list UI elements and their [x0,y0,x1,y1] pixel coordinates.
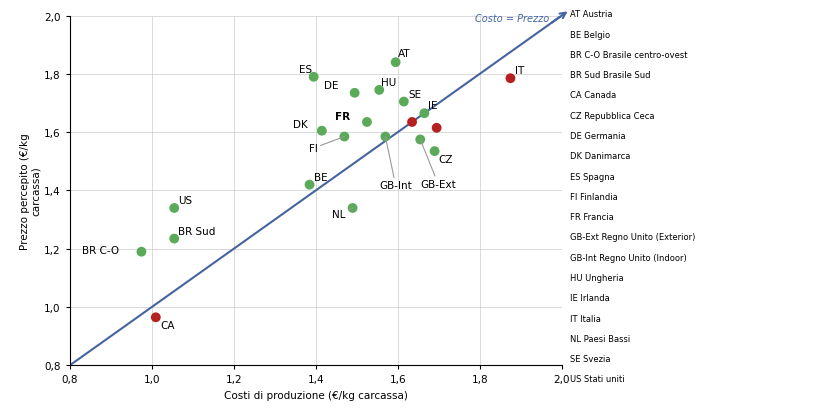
X-axis label: Costi di produzione (€/kg carcassa): Costi di produzione (€/kg carcassa) [224,390,407,400]
Text: CA Canada: CA Canada [569,91,615,100]
Point [306,74,319,81]
Text: CZ: CZ [438,154,453,165]
Y-axis label: Prezzo percepito (€/kg
carcassa): Prezzo percepito (€/kg carcassa) [20,133,41,249]
Point [388,60,401,66]
Point [346,205,359,212]
Point [134,249,147,255]
Text: GB-Ext: GB-Ext [419,140,455,189]
Point [302,182,315,188]
Text: AT Austria: AT Austria [569,10,612,19]
Text: FI Finlandia: FI Finlandia [569,192,617,202]
Text: HU: HU [381,78,396,88]
Text: ES Spagna: ES Spagna [569,172,614,181]
Point [503,76,516,82]
Text: AT: AT [397,49,410,59]
Point [396,99,410,106]
Point [167,236,180,242]
Text: FI: FI [309,137,344,154]
Text: CZ Repubblica Ceca: CZ Repubblica Ceca [569,112,654,121]
Text: GB-Int: GB-Int [378,137,411,191]
Text: FR: FR [335,111,351,121]
Text: IT Italia: IT Italia [569,314,600,323]
Point [347,90,360,97]
Text: BR Sud: BR Sud [178,226,215,236]
Point [405,119,418,126]
Point [167,205,180,212]
Text: Costo = Prezzo: Costo = Prezzo [474,14,549,24]
Text: BR C-O Brasile centro-ovest: BR C-O Brasile centro-ovest [569,51,686,60]
Point [314,128,328,135]
Text: BE: BE [313,172,327,182]
Point [149,314,162,321]
Point [360,119,373,126]
Point [429,125,442,132]
Point [413,137,426,143]
Text: DE: DE [324,81,337,91]
Text: NL Paesi Bassi: NL Paesi Bassi [569,334,629,343]
Text: GB-Int Regno Unito (Indoor): GB-Int Regno Unito (Indoor) [569,253,686,262]
Text: HU Ungheria: HU Ungheria [569,273,622,282]
Text: BR Sud Brasile Sud: BR Sud Brasile Sud [569,71,649,80]
Point [378,134,391,140]
Text: US Stati uniti: US Stati uniti [569,375,624,384]
Text: SE: SE [407,90,421,100]
Text: DK: DK [292,120,307,130]
Point [417,111,431,117]
Text: US: US [178,196,192,206]
Text: IE Irlanda: IE Irlanda [569,294,609,303]
Point [372,88,385,94]
Text: GB-Ext Regno Unito (Exterior): GB-Ext Regno Unito (Exterior) [569,233,695,242]
Text: NL: NL [332,209,352,220]
Text: BR C-O: BR C-O [82,246,119,256]
Text: IE: IE [428,101,437,111]
Text: SE Svezia: SE Svezia [569,354,609,363]
Point [428,148,441,155]
Text: ES: ES [299,65,312,75]
Text: FR Francia: FR Francia [569,213,613,222]
Text: IT: IT [514,66,523,76]
Text: CA: CA [160,320,174,330]
Text: DK Danimarca: DK Danimarca [569,152,630,161]
Text: BE Belgio: BE Belgio [569,31,609,40]
Point [337,134,351,140]
Text: DE Germania: DE Germania [569,132,625,141]
